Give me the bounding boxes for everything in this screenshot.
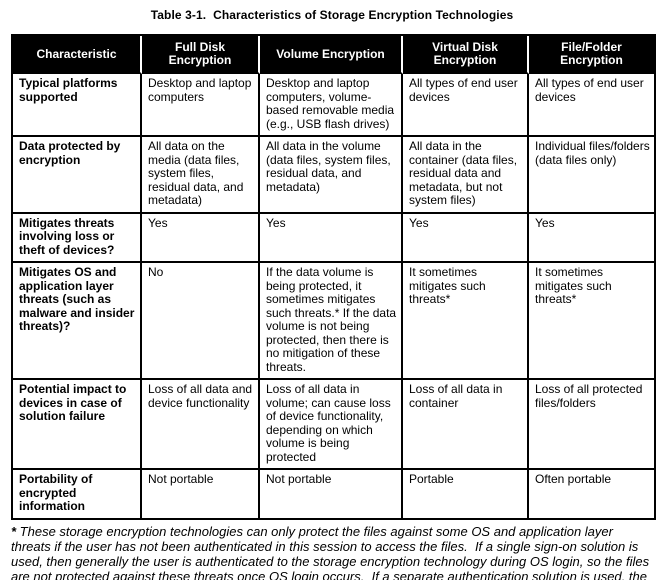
- table-cell: All types of end user devices: [403, 74, 529, 137]
- footnote-asterisk: *: [11, 523, 17, 539]
- table-cell: Yes: [403, 213, 529, 263]
- row-header-cell: Data protected by encryption: [13, 137, 142, 214]
- column-header-virtual-disk-encryption: Virtual Disk Encryption: [403, 36, 529, 74]
- table-cell: Not portable: [142, 470, 260, 518]
- table-cell: It sometimes mitigates such threats*: [529, 263, 654, 380]
- table-row: Portability of encrypted information Not…: [13, 470, 654, 518]
- table-cell: All data on the media (data files, syste…: [142, 137, 260, 214]
- table-cell: Individual files/folders (data files onl…: [529, 137, 654, 214]
- footnote-text: These storage encryption technologies ca…: [11, 523, 650, 580]
- column-header-full-disk-encryption: Full Disk Encryption: [142, 36, 260, 74]
- table-row: Typical platforms supported Desktop and …: [13, 74, 654, 137]
- row-header-cell: Mitigates threats involving loss or thef…: [13, 213, 142, 263]
- storage-encryption-table: Characteristic Full Disk Encryption Volu…: [11, 34, 656, 520]
- table-cell: Loss of all data in container: [403, 380, 529, 470]
- table-cell: Yes: [529, 213, 654, 263]
- table-cell: Yes: [142, 213, 260, 263]
- table-cell: Desktop and laptop computers: [142, 74, 260, 137]
- table-cell: All types of end user devices: [529, 74, 654, 137]
- table-cell: Often portable: [529, 470, 654, 518]
- table-row: Potential impact to devices in case of s…: [13, 380, 654, 470]
- table-row: Mitigates threats involving loss or thef…: [13, 213, 654, 263]
- row-header-cell: Mitigates OS and application layer threa…: [13, 263, 142, 380]
- table-cell: All data in the container (data files, r…: [403, 137, 529, 214]
- table-cell: All data in the volume (data files, syst…: [260, 137, 403, 214]
- column-header-characteristic: Characteristic: [13, 36, 142, 74]
- table-cell: Desktop and laptop computers, volume-bas…: [260, 74, 403, 137]
- row-header-cell: Portability of encrypted information: [13, 470, 142, 518]
- table-cell: No: [142, 263, 260, 380]
- table-footnote: * These storage encryption technologies …: [11, 524, 656, 580]
- table-title: Table 3-1. Characteristics of Storage En…: [150, 8, 514, 22]
- row-header-cell: Typical platforms supported: [13, 74, 142, 137]
- table-cell: If the data volume is being protected, i…: [260, 263, 403, 380]
- column-header-volume-encryption: Volume Encryption: [260, 36, 403, 74]
- table-cell: Loss of all protected files/folders: [529, 380, 654, 470]
- table-row: Mitigates OS and application layer threa…: [13, 263, 654, 380]
- table-cell: It sometimes mitigates such threats*: [403, 263, 529, 380]
- table-cell: Yes: [260, 213, 403, 263]
- table-row: Data protected by encryption All data on…: [13, 137, 654, 214]
- column-header-file-folder-encryption: File/Folder Encryption: [529, 36, 654, 74]
- table-cell: Portable: [403, 470, 529, 518]
- table-header-row: Characteristic Full Disk Encryption Volu…: [13, 36, 654, 74]
- table-cell: Loss of all data in volume; can cause lo…: [260, 380, 403, 470]
- row-header-cell: Potential impact to devices in case of s…: [13, 380, 142, 470]
- table-cell: Loss of all data and device functionalit…: [142, 380, 260, 470]
- table-cell: Not portable: [260, 470, 403, 518]
